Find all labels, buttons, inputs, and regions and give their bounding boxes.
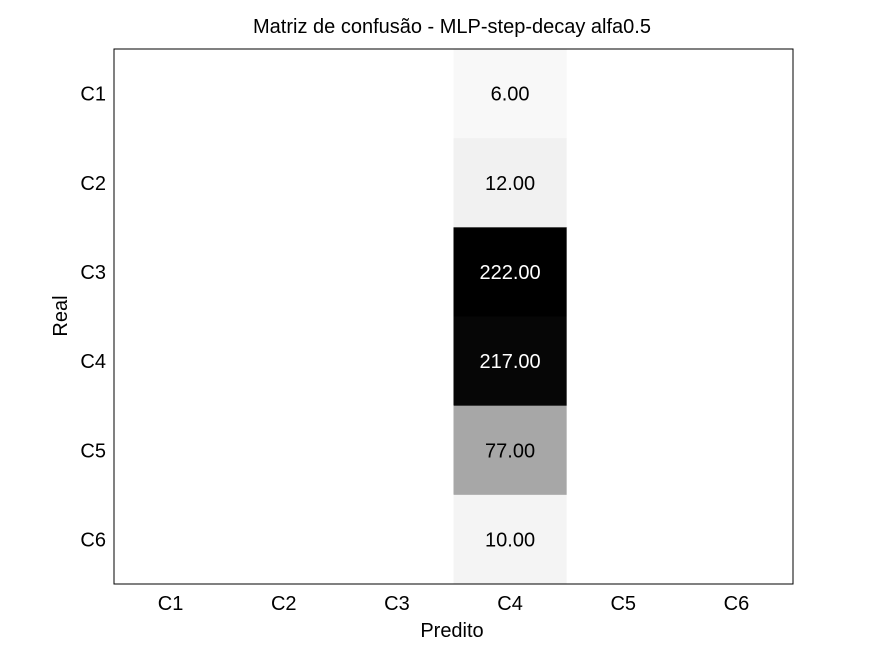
cell-value-label: 12.00 [485, 173, 535, 195]
heatmap-cell-c4-c3 [340, 316, 454, 407]
heatmap-cell-c4-c6 [679, 316, 794, 407]
heatmap-cell-c4-c4 [453, 316, 568, 407]
y-axis-label: Real [50, 295, 72, 336]
plot-frame [113, 48, 794, 585]
heatmap-cell-c2-c3 [340, 138, 454, 228]
x-tick-label: C1 [158, 593, 184, 615]
y-tick-labels: C1 C2 C3 C4 C5 C6 [80, 84, 106, 552]
heatmap-cell-c5-c2 [227, 405, 341, 496]
heatmap-cell-c6-c5 [566, 494, 681, 585]
heatmap-cell-c5-c5 [566, 405, 681, 496]
heatmap-cell-c3-c5 [566, 227, 681, 317]
heatmap-cell-c6-c4 [453, 494, 568, 585]
cell-value-label: 222.00 [479, 262, 540, 284]
y-tick-label: C5 [80, 440, 106, 462]
heatmap-cell-c3-c2 [227, 227, 341, 317]
heatmap-cell-c5-c4 [453, 405, 568, 496]
heatmap-cell-c1-c5 [566, 49, 681, 139]
heatmap-cell-c2-c6 [679, 138, 794, 228]
heatmap-cell-c1-c6 [679, 49, 794, 139]
chart-title: Matriz de confusão - MLP-step-decay alfa… [253, 16, 651, 38]
y-tick-label: C4 [80, 351, 106, 373]
heatmap-cell-c6-c1 [114, 494, 228, 585]
heatmap-cell-c3-c1 [114, 227, 228, 317]
heatmap-cell-c2-c4 [453, 138, 568, 228]
heatmap-cell-c4-c2 [227, 316, 341, 407]
x-axis-label: Predito [420, 620, 483, 642]
heatmap-cell-c1-c4 [453, 49, 568, 139]
x-tick-labels: C1 C2 C3 C4 C5 C6 [158, 593, 749, 615]
heatmap-cells [114, 49, 794, 585]
heatmap-cell-c2-c1 [114, 138, 228, 228]
heatmap-cell-c2-c2 [227, 138, 341, 228]
cell-value-label: 10.00 [485, 529, 535, 551]
cell-value-label: 217.00 [479, 351, 540, 373]
heatmap-cell-c6-c2 [227, 494, 341, 585]
heatmap-cell-c3-c4 [453, 227, 568, 317]
heatmap-cell-c1-c3 [340, 49, 454, 139]
x-tick-label: C5 [610, 593, 636, 615]
x-tick-label: C3 [384, 593, 410, 615]
cell-value-labels: 6.00 12.00 222.00 217.00 77.00 10.00 [479, 84, 540, 552]
heatmap-cell-c6-c3 [340, 494, 454, 585]
x-tick-label: C4 [497, 593, 523, 615]
heatmap-cell-c6-c6 [679, 494, 794, 585]
heatmap-cell-c4-c5 [566, 316, 681, 407]
cell-value-label: 6.00 [491, 84, 530, 106]
heatmap-cell-c5-c3 [340, 405, 454, 496]
heatmap-cell-c3-c6 [679, 227, 794, 317]
heatmap-cell-c2-c5 [566, 138, 681, 228]
y-tick-label: C1 [80, 84, 106, 106]
heatmap-cell-c5-c6 [679, 405, 794, 496]
heatmap-cell-c4-c1 [114, 316, 228, 407]
y-tick-label: C6 [80, 529, 106, 551]
x-tick-label: C2 [271, 593, 297, 615]
heatmap-cell-c1-c2 [227, 49, 341, 139]
heatmap-cell-c5-c1 [114, 405, 228, 496]
y-tick-label: C3 [80, 262, 106, 284]
heatmap-cell-c1-c1 [114, 49, 228, 139]
heatmap-cell-c3-c3 [340, 227, 454, 317]
x-tick-label: C6 [724, 593, 750, 615]
cell-value-label: 77.00 [485, 440, 535, 462]
y-tick-label: C2 [80, 173, 106, 195]
